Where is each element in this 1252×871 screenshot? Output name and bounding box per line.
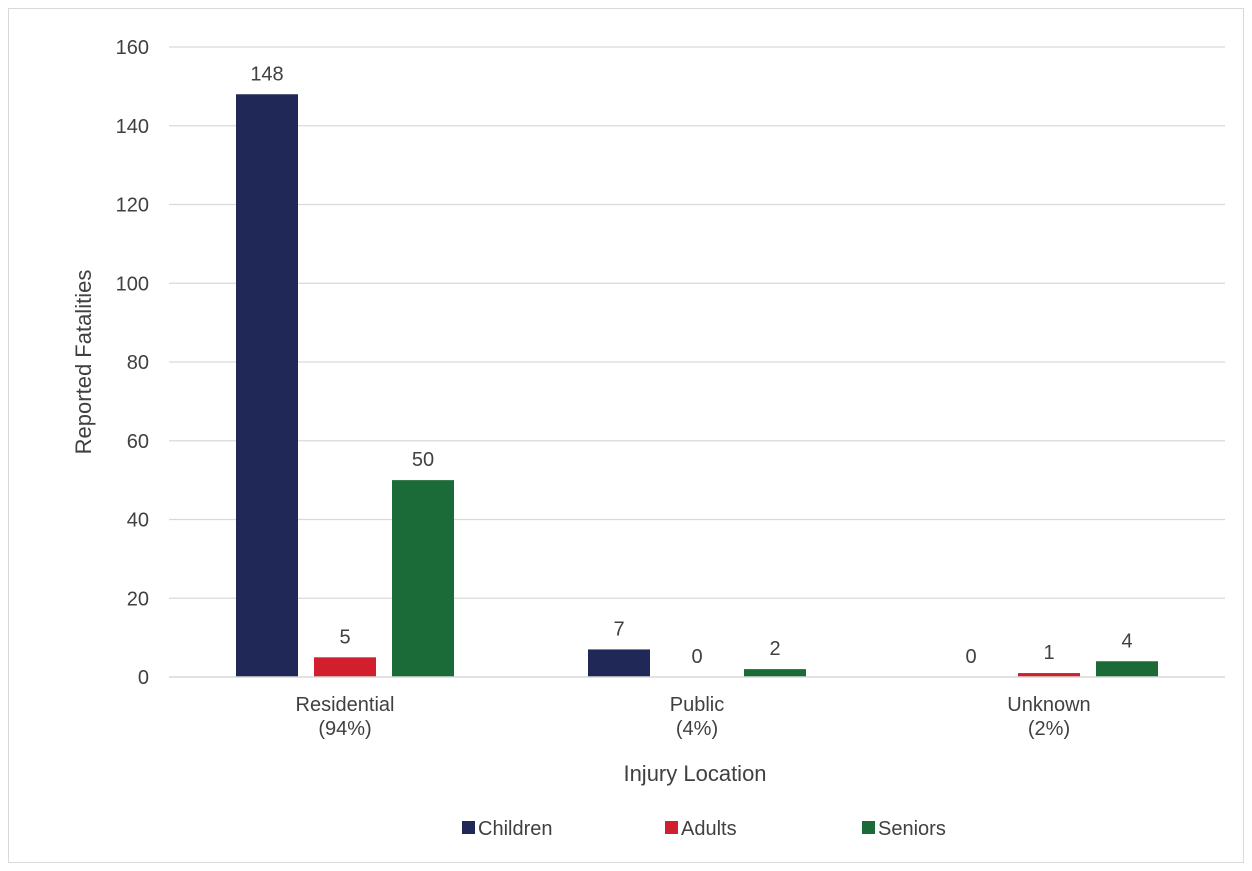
- y-tick-label: 40: [127, 510, 149, 532]
- data-label: 2: [769, 638, 780, 660]
- y-axis-title: Reported Fatalities: [71, 270, 96, 455]
- data-label: 1: [1043, 642, 1054, 664]
- data-label: 148: [250, 63, 283, 85]
- legend-swatch-children: [462, 821, 475, 834]
- legend-label-adults: Adults: [681, 818, 737, 840]
- y-axis-ticks: 0 20 40 60 80 100 120 140 160: [116, 37, 149, 689]
- bar-adults: [314, 657, 376, 677]
- bar-seniors: [744, 669, 806, 677]
- x-tick-label-line: Public: [670, 694, 724, 716]
- x-tick-label-line: (2%): [1028, 718, 1070, 740]
- bars: [236, 94, 1158, 677]
- x-tick-label-line: Residential: [296, 694, 395, 716]
- y-tick-label: 120: [116, 195, 149, 217]
- data-label: 5: [339, 626, 350, 648]
- bar-children: [588, 649, 650, 677]
- y-tick-label: 60: [127, 431, 149, 453]
- y-tick-label: 100: [116, 273, 149, 295]
- y-tick-label: 140: [116, 116, 149, 138]
- bar-adults: [1018, 673, 1080, 677]
- x-axis-ticks: Residential (94%) Public (4%) Unknown (2%): [296, 694, 1091, 740]
- data-label: 7: [613, 618, 624, 640]
- chart-frame: 0 20 40 60 80 100 120 140 160 148 5 50 7 0 2 0 1 4 Resid…: [8, 8, 1244, 863]
- bar-children: [236, 94, 298, 677]
- legend-label-children: Children: [478, 818, 552, 840]
- bar-seniors: [1096, 661, 1158, 677]
- x-tick-label: Public (4%): [670, 694, 724, 740]
- legend-label-seniors: Seniors: [878, 818, 946, 840]
- x-axis-title: Injury Location: [623, 761, 766, 786]
- y-tick-label: 160: [116, 37, 149, 59]
- gridlines: [169, 46, 1225, 599]
- legend: Children Adults Seniors: [462, 818, 946, 840]
- x-tick-label-line: (4%): [676, 718, 718, 740]
- data-label: 0: [691, 646, 702, 668]
- legend-swatch-adults: [665, 821, 678, 834]
- data-label: 0: [965, 646, 976, 668]
- x-tick-label: Unknown (2%): [1007, 694, 1090, 740]
- data-label: 50: [412, 449, 434, 471]
- x-tick-label-line: Unknown: [1007, 694, 1090, 716]
- y-tick-label: 20: [127, 588, 149, 610]
- y-tick-label: 0: [138, 667, 149, 689]
- data-labels: 148 5 50 7 0 2 0 1 4: [250, 63, 1132, 668]
- x-tick-label: Residential (94%): [296, 694, 395, 740]
- bar-seniors: [392, 480, 454, 677]
- legend-swatch-seniors: [862, 821, 875, 834]
- y-tick-label: 80: [127, 352, 149, 374]
- data-label: 4: [1121, 630, 1132, 652]
- x-tick-label-line: (94%): [318, 718, 371, 740]
